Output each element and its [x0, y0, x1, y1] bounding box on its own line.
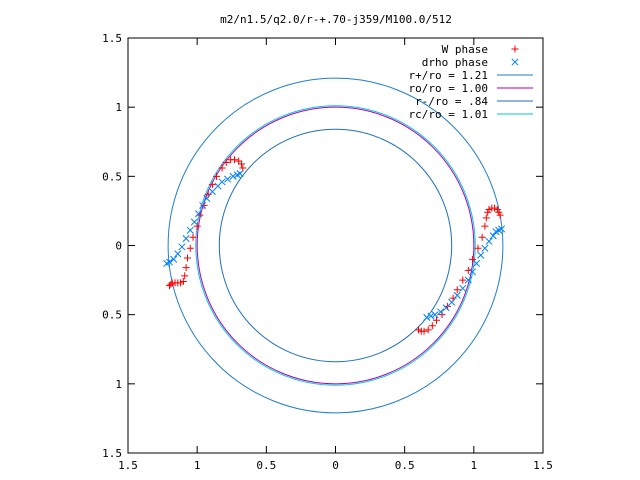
circle-r-ro: [218, 128, 453, 363]
plus-marker: [213, 172, 221, 180]
plus-marker: [496, 211, 504, 219]
plus-marker: [474, 244, 482, 252]
y-tick-label: 1.5: [102, 447, 122, 460]
plus-marker: [167, 280, 175, 288]
plus-marker: [420, 327, 428, 335]
x-tick-label: 0.5: [256, 459, 276, 472]
plus-marker: [424, 326, 432, 334]
plus-marker: [222, 159, 230, 166]
x-marker: [459, 284, 467, 292]
phase-series: [163, 156, 506, 335]
x-marker: [203, 194, 211, 203]
plus-marker: [200, 201, 208, 209]
circle-r-ro: [167, 77, 504, 414]
y-tick-label: 0.5: [102, 309, 122, 322]
x-marker: [473, 259, 481, 268]
chart-title: m2/n1.5/q2.0/r-+.70-j359/M100.0/512: [220, 13, 452, 26]
circle-rc-ro: [195, 105, 476, 386]
series-w-phase: [166, 156, 504, 335]
x-marker: [477, 251, 485, 259]
plus-marker: [186, 244, 194, 252]
plus-marker: [438, 311, 446, 319]
x-marker: [229, 172, 237, 180]
x-marker: [236, 170, 244, 178]
x-marker: [485, 237, 493, 245]
plus-marker: [218, 164, 226, 172]
x-marker: [511, 58, 519, 66]
circle-ro-ro: [196, 106, 475, 385]
plus-marker: [193, 222, 201, 230]
x-axis: 1.5 1 0.5 0 0.5 1 1.5: [118, 38, 553, 472]
x-marker: [489, 232, 497, 240]
y-tick-label: 0.5: [102, 170, 122, 183]
x-marker: [186, 226, 194, 234]
plus-marker: [183, 254, 191, 262]
x-tick-label: 1: [471, 459, 478, 472]
x-marker: [437, 308, 445, 316]
x-marker: [468, 268, 477, 276]
plus-marker: [231, 156, 239, 164]
plus-marker: [237, 160, 245, 168]
plus-marker: [189, 233, 197, 241]
plus-marker: [432, 316, 440, 324]
plus-marker: [182, 264, 190, 272]
y-tick-label: 1: [115, 378, 122, 391]
x-marker: [178, 243, 186, 251]
x-marker: [170, 255, 178, 263]
plus-marker: [478, 233, 486, 241]
x-marker: [481, 244, 489, 252]
x-marker: [174, 250, 182, 258]
plus-marker: [208, 181, 216, 189]
x-marker: [423, 313, 431, 321]
plus-marker: [482, 214, 490, 222]
y-tick-label: 0: [115, 240, 122, 253]
plus-marker: [459, 276, 467, 284]
x-marker: [190, 218, 198, 226]
y-axis: 1.5 1 0.5 0 0.5 1 1.5: [102, 32, 543, 460]
x-marker: [224, 175, 232, 183]
x-marker: [165, 258, 174, 266]
plus-marker: [468, 255, 476, 263]
x-marker: [199, 201, 207, 209]
x-marker: [194, 210, 203, 218]
x-marker: [453, 291, 461, 299]
x-marker: [448, 298, 456, 306]
x-marker: [182, 235, 190, 243]
legend-label: ro/ro = 1.00: [409, 82, 488, 95]
plus-marker: [481, 222, 489, 230]
x-tick-label: 0: [332, 459, 339, 472]
plus-marker: [511, 45, 519, 53]
legend-label: rc/ro = 1.01: [409, 108, 488, 121]
plus-marker: [453, 286, 461, 294]
radius-circles: [167, 77, 504, 414]
x-tick-label: 1: [194, 459, 201, 472]
series-drho-phase: [163, 170, 506, 321]
legend-label: W phase: [442, 43, 488, 56]
x-marker: [431, 311, 439, 319]
plus-marker: [179, 277, 187, 285]
x-tick-label: 0.5: [395, 459, 415, 472]
y-tick-label: 1.5: [102, 32, 122, 45]
x-marker: [208, 187, 216, 196]
x-marker: [442, 304, 450, 312]
x-tick-label: 1.5: [118, 459, 138, 472]
legend-label: drho phase: [422, 56, 488, 69]
x-marker: [464, 276, 472, 284]
legend-label: r-/ro = .84: [415, 95, 488, 108]
legend-label: r+/ro = 1.21: [409, 69, 488, 82]
x-marker: [218, 178, 226, 186]
plus-marker: [428, 322, 436, 330]
x-marker: [497, 225, 506, 233]
x-tick-label: 1.5: [533, 459, 553, 472]
plus-marker: [181, 272, 189, 280]
x-marker: [427, 312, 435, 320]
y-tick-label: 1: [115, 101, 122, 114]
